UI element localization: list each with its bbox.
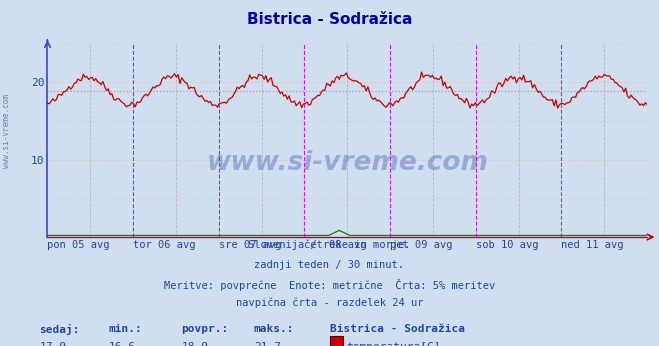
Text: 16,6: 16,6 [109,342,136,346]
Text: www.si-vreme.com: www.si-vreme.com [206,151,488,176]
Text: navpična črta - razdelek 24 ur: navpična črta - razdelek 24 ur [236,298,423,308]
Text: Slovenija / reke in morje.: Slovenija / reke in morje. [248,240,411,251]
Text: maks.:: maks.: [254,324,294,334]
Text: sedaj:: sedaj: [40,324,80,335]
Text: 17,9: 17,9 [40,342,67,346]
Text: Bistrica - Sodražica: Bistrica - Sodražica [247,12,412,27]
Text: povpr.:: povpr.: [181,324,229,334]
Text: 18,9: 18,9 [181,342,208,346]
Text: 21,7: 21,7 [254,342,281,346]
Text: temperatura[C]: temperatura[C] [346,342,440,346]
Text: Meritve: povprečne  Enote: metrične  Črta: 5% meritev: Meritve: povprečne Enote: metrične Črta:… [164,279,495,291]
Text: Bistrica - Sodražica: Bistrica - Sodražica [330,324,465,334]
Text: min.:: min.: [109,324,142,334]
Text: zadnji teden / 30 minut.: zadnji teden / 30 minut. [254,260,405,270]
Text: www.si-vreme.com: www.si-vreme.com [2,94,11,169]
